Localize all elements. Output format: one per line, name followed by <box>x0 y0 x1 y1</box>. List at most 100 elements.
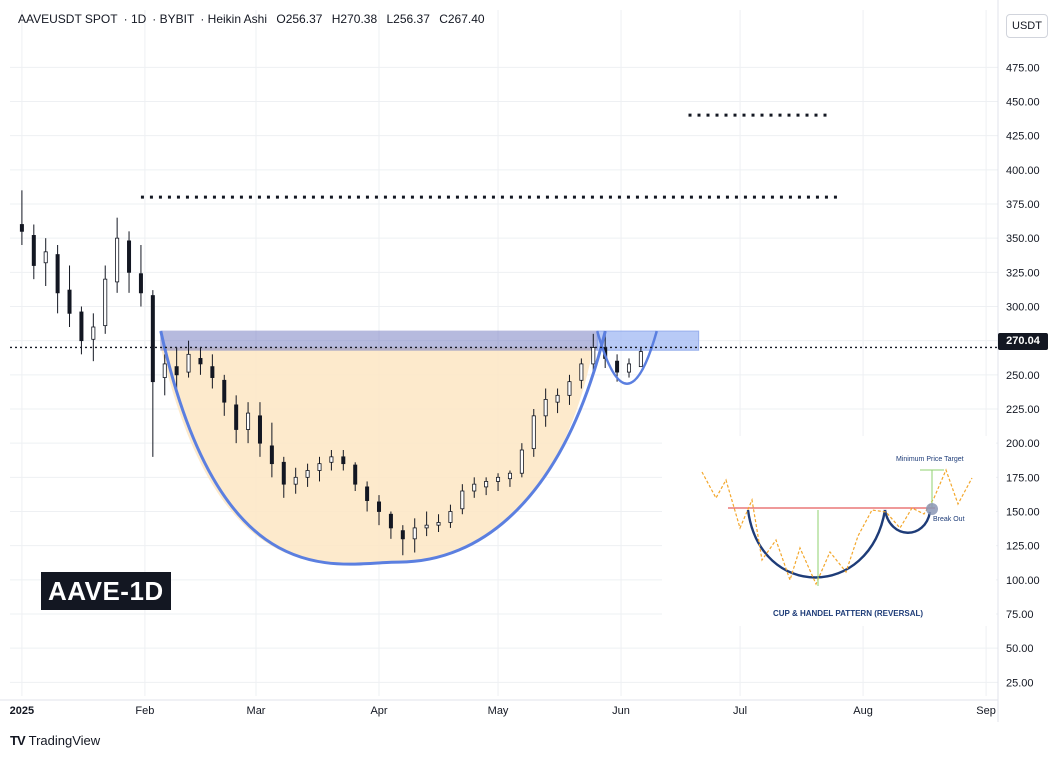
inset-breakout-marker <box>926 503 938 515</box>
inset-caption: CUP & HANDEL PATTERN (REVERSAL) <box>773 609 924 618</box>
candle-body <box>127 240 132 273</box>
candle-body <box>365 486 370 501</box>
y-tick-label: 75.00 <box>1006 609 1034 621</box>
chart-header: AAVEUSDT SPOT · 1D · BYBIT · Heikin Ashi O2… <box>18 12 485 26</box>
candle-body <box>496 476 501 482</box>
x-tick-label: Apr <box>370 705 387 717</box>
candle-body <box>436 522 441 526</box>
candle-body <box>353 464 358 485</box>
candle-body <box>531 415 536 450</box>
pattern-annotations-front <box>10 113 998 566</box>
candle-body <box>186 353 191 373</box>
candle-body <box>507 472 512 480</box>
candle-body <box>484 481 489 488</box>
candle-body <box>269 445 274 465</box>
candle-body <box>198 358 203 365</box>
y-tick-label: 400.00 <box>1006 165 1040 177</box>
candle-body <box>79 311 84 342</box>
y-tick-label: 375.00 <box>1006 199 1040 211</box>
candle-body <box>257 415 262 444</box>
ohlc-high: H270.38 <box>331 12 378 26</box>
candle-body <box>293 476 298 485</box>
y-tick-label: 350.00 <box>1006 233 1040 245</box>
tradingview-logo-icon: TV <box>10 733 26 748</box>
candle-body <box>448 511 453 523</box>
candle-body <box>579 363 584 381</box>
cup-handle-inset-diagram <box>662 436 996 626</box>
candle-body <box>115 237 120 283</box>
candle-body <box>377 501 382 512</box>
inset-cup <box>746 509 887 579</box>
pattern-annotations-back <box>160 330 700 565</box>
candle-body <box>591 347 596 365</box>
candle-body <box>388 513 393 529</box>
y-tick-label: 200.00 <box>1006 438 1040 450</box>
candle-body <box>341 456 346 465</box>
candle-body <box>519 449 524 474</box>
candle-body <box>472 483 477 492</box>
candle-body <box>543 399 548 417</box>
ohlc-close: C267.40 <box>439 12 485 26</box>
symbol-name[interactable]: AAVEUSDT SPOT <box>18 12 118 26</box>
candle-body <box>31 235 36 266</box>
y-tick-label: 50.00 <box>1006 643 1034 655</box>
candles <box>19 190 643 556</box>
x-tick-label: Sep <box>976 705 996 717</box>
x-tick-label: May <box>488 705 509 717</box>
ohlc-open: O256.37 <box>276 12 323 26</box>
candle-body <box>317 463 322 471</box>
candle-body <box>103 278 108 327</box>
y-tick-label: 150.00 <box>1006 507 1040 519</box>
tradingview-label: TradingView <box>28 733 101 748</box>
candle-body <box>210 366 215 378</box>
candle-body <box>460 490 465 510</box>
cup-fill <box>160 347 594 565</box>
y-tick-label: 475.00 <box>1006 62 1040 74</box>
candle-body <box>19 224 24 232</box>
price-axis <box>998 0 1062 759</box>
candle-body <box>67 289 72 314</box>
candle-body <box>638 351 643 368</box>
y-tick-label: 25.00 <box>1006 677 1034 689</box>
candle-body <box>91 326 96 340</box>
y-tick-label: 225.00 <box>1006 404 1040 416</box>
chart-watermark: AAVE-1D <box>41 572 171 610</box>
breakout-zone <box>596 330 700 351</box>
y-tick-label: 125.00 <box>1006 541 1040 553</box>
candle-body <box>234 404 239 430</box>
x-tick-label: Jun <box>612 705 630 717</box>
x-tick-label: Feb <box>135 705 154 717</box>
inset-breakout-label: Break Out <box>933 516 965 523</box>
x-tick-label: 2025 <box>10 705 34 717</box>
y-tick-label: 450.00 <box>1006 97 1040 109</box>
current-price-label: 270.04 <box>998 333 1048 350</box>
candle-body <box>412 527 417 540</box>
interval[interactable]: 1D <box>130 12 147 26</box>
candle-body <box>555 394 560 403</box>
candle-body <box>400 530 405 540</box>
currency-selector[interactable]: USDT <box>1006 14 1048 38</box>
candle-body <box>615 360 620 373</box>
handle-outline <box>596 330 658 385</box>
ohlc-low: L256.37 <box>386 12 430 26</box>
x-tick-label: Aug <box>853 705 873 717</box>
candle-body <box>246 412 251 430</box>
y-tick-label: 325.00 <box>1006 267 1040 279</box>
candle-body <box>150 295 155 383</box>
tradingview-logo[interactable]: TV TradingView <box>10 733 100 748</box>
cup-outline <box>159 330 607 566</box>
chart-style[interactable]: Heikin Ashi <box>207 12 268 26</box>
candle-body <box>43 251 48 264</box>
candle-body <box>329 456 334 463</box>
candle-body <box>424 524 429 529</box>
candle-body <box>222 379 227 403</box>
y-tick-label: 100.00 <box>1006 575 1040 587</box>
candle-body <box>55 254 60 294</box>
inset-target-label: Minimum Price Target <box>896 456 964 463</box>
x-tick-label: Jul <box>733 705 747 717</box>
candle-body <box>138 273 143 294</box>
x-tick-label: Mar <box>247 705 266 717</box>
candle-body <box>174 366 179 376</box>
